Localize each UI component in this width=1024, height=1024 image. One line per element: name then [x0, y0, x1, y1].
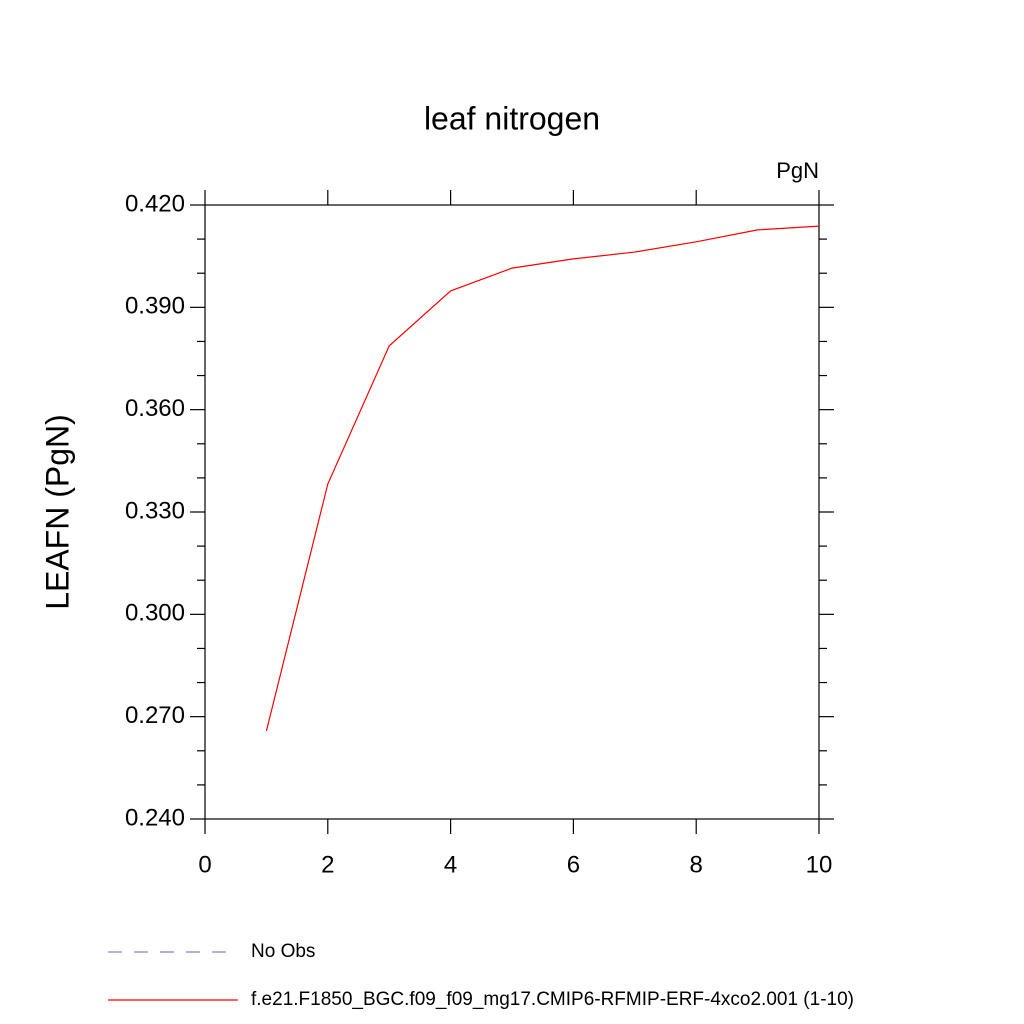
y-axis-label: LEAFN (PgN) — [39, 414, 75, 610]
x-tick-label: 0 — [198, 851, 211, 878]
y-tick-label: 0.420 — [125, 190, 185, 217]
x-tick-label: 8 — [690, 851, 703, 878]
x-tick-label: 6 — [567, 851, 580, 878]
plot-frame — [204, 204, 820, 820]
y-tick-label: 0.240 — [125, 804, 185, 831]
y-tick-label: 0.390 — [125, 293, 185, 320]
chart-title: leaf nitrogen — [424, 100, 600, 136]
y-tick-label: 0.270 — [125, 702, 185, 729]
y-tick-label: 0.330 — [125, 497, 185, 524]
x-tick-label: 10 — [806, 851, 833, 878]
y-tick-label: 0.360 — [125, 395, 185, 422]
x-tick-label: 4 — [444, 851, 457, 878]
y-tick-label: 0.300 — [125, 600, 185, 627]
data-line — [265, 225, 820, 732]
legend-label: No Obs — [251, 941, 315, 962]
legend-label: f.e21.F1850_BGC.f09_f09_mg17.CMIP6-RFMIP… — [251, 989, 854, 1010]
units-label: PgN — [776, 158, 819, 183]
x-tick-label: 2 — [321, 851, 334, 878]
